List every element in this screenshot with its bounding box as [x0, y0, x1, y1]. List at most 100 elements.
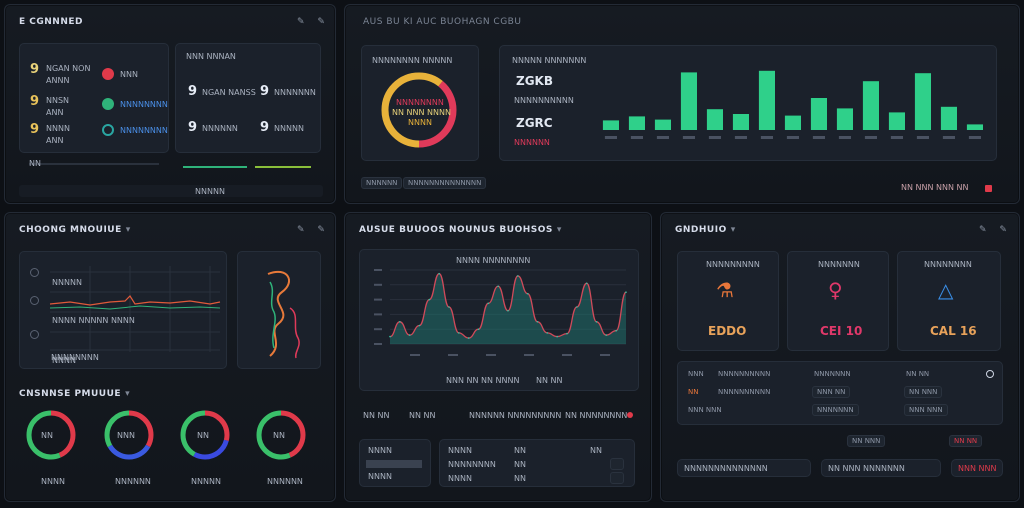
bar-tick-6 — [734, 136, 747, 139]
kpi-list-cell: NNN NNN — [688, 406, 722, 414]
flask-icon: ⚗ — [716, 278, 734, 302]
area-point-1[interactable] — [399, 321, 401, 323]
area-x-tick — [524, 354, 534, 356]
area-point-3[interactable] — [418, 324, 421, 327]
area-x-tick — [562, 354, 572, 356]
kpi-card-title: NNNNNNN — [818, 260, 860, 269]
bar-12[interactable] — [888, 112, 905, 130]
area-point-14[interactable] — [526, 292, 529, 295]
donut-button-a[interactable]: NNNNNN — [361, 177, 403, 189]
area-point-12[interactable] — [507, 309, 509, 312]
kpi-list-cell: NN — [688, 388, 699, 396]
area-chart-legend: NNNN NNNNNNNN — [456, 256, 531, 265]
signal-edit-icons[interactable]: ✎ ✎ — [297, 225, 330, 235]
metric-sub: ANN — [46, 136, 64, 145]
area-point-13[interactable] — [517, 275, 519, 277]
bar-6[interactable] — [732, 114, 749, 130]
area-point-9[interactable] — [477, 328, 480, 330]
area-point-4[interactable] — [428, 298, 431, 301]
area-point-22[interactable] — [605, 334, 608, 336]
sparkline-trace-orange — [267, 271, 290, 357]
kpi-footer-chip[interactable]: NN NNN — [847, 435, 886, 447]
area-fill — [390, 273, 626, 344]
table-cell: NN — [514, 446, 526, 455]
area-point-18[interactable] — [566, 332, 568, 335]
bar-tick-12 — [890, 136, 903, 139]
area-point-16[interactable] — [546, 332, 549, 334]
traffic-stat-marker-icon — [627, 412, 633, 418]
distribution-donut-center: NN — [273, 431, 285, 440]
kpi-card[interactable]: NNNNNNNN △ CAL 16 — [897, 251, 1001, 351]
area-point-2[interactable] — [408, 334, 411, 336]
area-point-19[interactable] — [576, 306, 578, 308]
area-point-0[interactable] — [389, 335, 391, 338]
donut-ring — [381, 72, 457, 148]
bar-2[interactable] — [628, 116, 645, 130]
bar-1[interactable] — [602, 120, 619, 130]
kpi-list-chip[interactable]: NNNNNNN — [812, 404, 859, 416]
bar-4[interactable] — [680, 72, 697, 130]
area-point-7[interactable] — [458, 332, 460, 334]
bar-3[interactable] — [654, 119, 671, 130]
area-y-tick — [374, 328, 382, 331]
status-label: NNN — [120, 70, 138, 79]
metric-label: NGAN NON — [46, 64, 91, 73]
distribution-donut — [26, 410, 76, 460]
row-marker-icon — [30, 296, 39, 305]
area-point-11[interactable] — [497, 285, 499, 288]
bar-chart-title: NNNNN NNNNNNN — [512, 56, 587, 65]
area-point-15[interactable] — [536, 321, 539, 323]
kpi-card[interactable]: NNNNNNNNN ⚗ EDDO — [677, 251, 779, 351]
overview-progress-fill — [255, 166, 311, 168]
traffic-stat: NN NNNNNNNN — [565, 411, 628, 420]
bar-15[interactable] — [966, 124, 983, 130]
bar-13[interactable] — [914, 73, 931, 130]
bar-9[interactable] — [810, 98, 827, 130]
area-point-24[interactable] — [625, 291, 627, 293]
kpi-list-cell: NNN — [688, 370, 704, 378]
area-x-tick — [486, 354, 496, 356]
donut-button-b[interactable]: NNNNNNNNNNNNNN — [403, 177, 487, 189]
area-point-21[interactable] — [595, 321, 598, 323]
settings-icon[interactable] — [986, 370, 994, 378]
table-cell: NNNN — [448, 446, 472, 455]
overview-edit-icons[interactable]: ✎ ✎ — [297, 17, 330, 27]
signal-matrix: NNNNN NNNN NNNNN NNNN NNNN — [19, 251, 227, 369]
area-point-10[interactable] — [487, 302, 490, 305]
table-cell: NNNN — [368, 446, 392, 455]
bar-11[interactable] — [862, 81, 879, 130]
table-toggle[interactable] — [610, 458, 624, 470]
kpi-edit-icons[interactable]: ✎ ✎ — [979, 225, 1012, 235]
metric-label: NNNNNN — [202, 124, 238, 133]
area-point-23[interactable] — [615, 329, 617, 332]
kpi-footer-right: NNN NNN — [951, 459, 1003, 477]
metric-glyph: 9 — [30, 62, 40, 77]
distribution-donut-arc-green — [26, 410, 76, 460]
metric-sub: ANNN — [46, 76, 70, 85]
kpi-card-value: CAL 16 — [930, 324, 977, 338]
bar-stat-2: ZGRC — [516, 116, 553, 130]
kpi-list-chip[interactable]: NN NNN — [904, 386, 943, 398]
table-cell: NNNN — [448, 474, 472, 483]
area-point-6[interactable] — [448, 306, 450, 308]
kpi-list-chip[interactable]: NNN NNN — [904, 404, 948, 416]
area-y-tick — [374, 298, 382, 301]
bar-10[interactable] — [836, 108, 853, 130]
area-point-17[interactable] — [556, 335, 558, 338]
distribution-donut-center: NN — [197, 431, 209, 440]
bar-8[interactable] — [784, 115, 801, 130]
kpi-list-chip[interactable]: NNN NN — [812, 386, 851, 398]
kpi-footer-chip-red[interactable]: NN NN — [949, 435, 983, 447]
donut-widget: NNNNNNNN NNNNN NNNNNNNN NN NNN NNNN NNNN — [361, 45, 479, 161]
bar-tick-1 — [604, 136, 617, 139]
bar-7[interactable] — [758, 70, 775, 130]
distribution-donut-arc-blue — [104, 410, 154, 460]
bar-5[interactable] — [706, 109, 723, 130]
area-point-20[interactable] — [585, 282, 588, 285]
kpi-card[interactable]: NNNNNNN ♀ CEI 10 — [787, 251, 889, 351]
area-point-8[interactable] — [467, 337, 470, 339]
overview-title: E CGNNNED — [19, 17, 83, 27]
bar-14[interactable] — [940, 106, 957, 130]
table-toggle[interactable] — [610, 472, 624, 484]
area-point-5[interactable] — [438, 272, 440, 275]
